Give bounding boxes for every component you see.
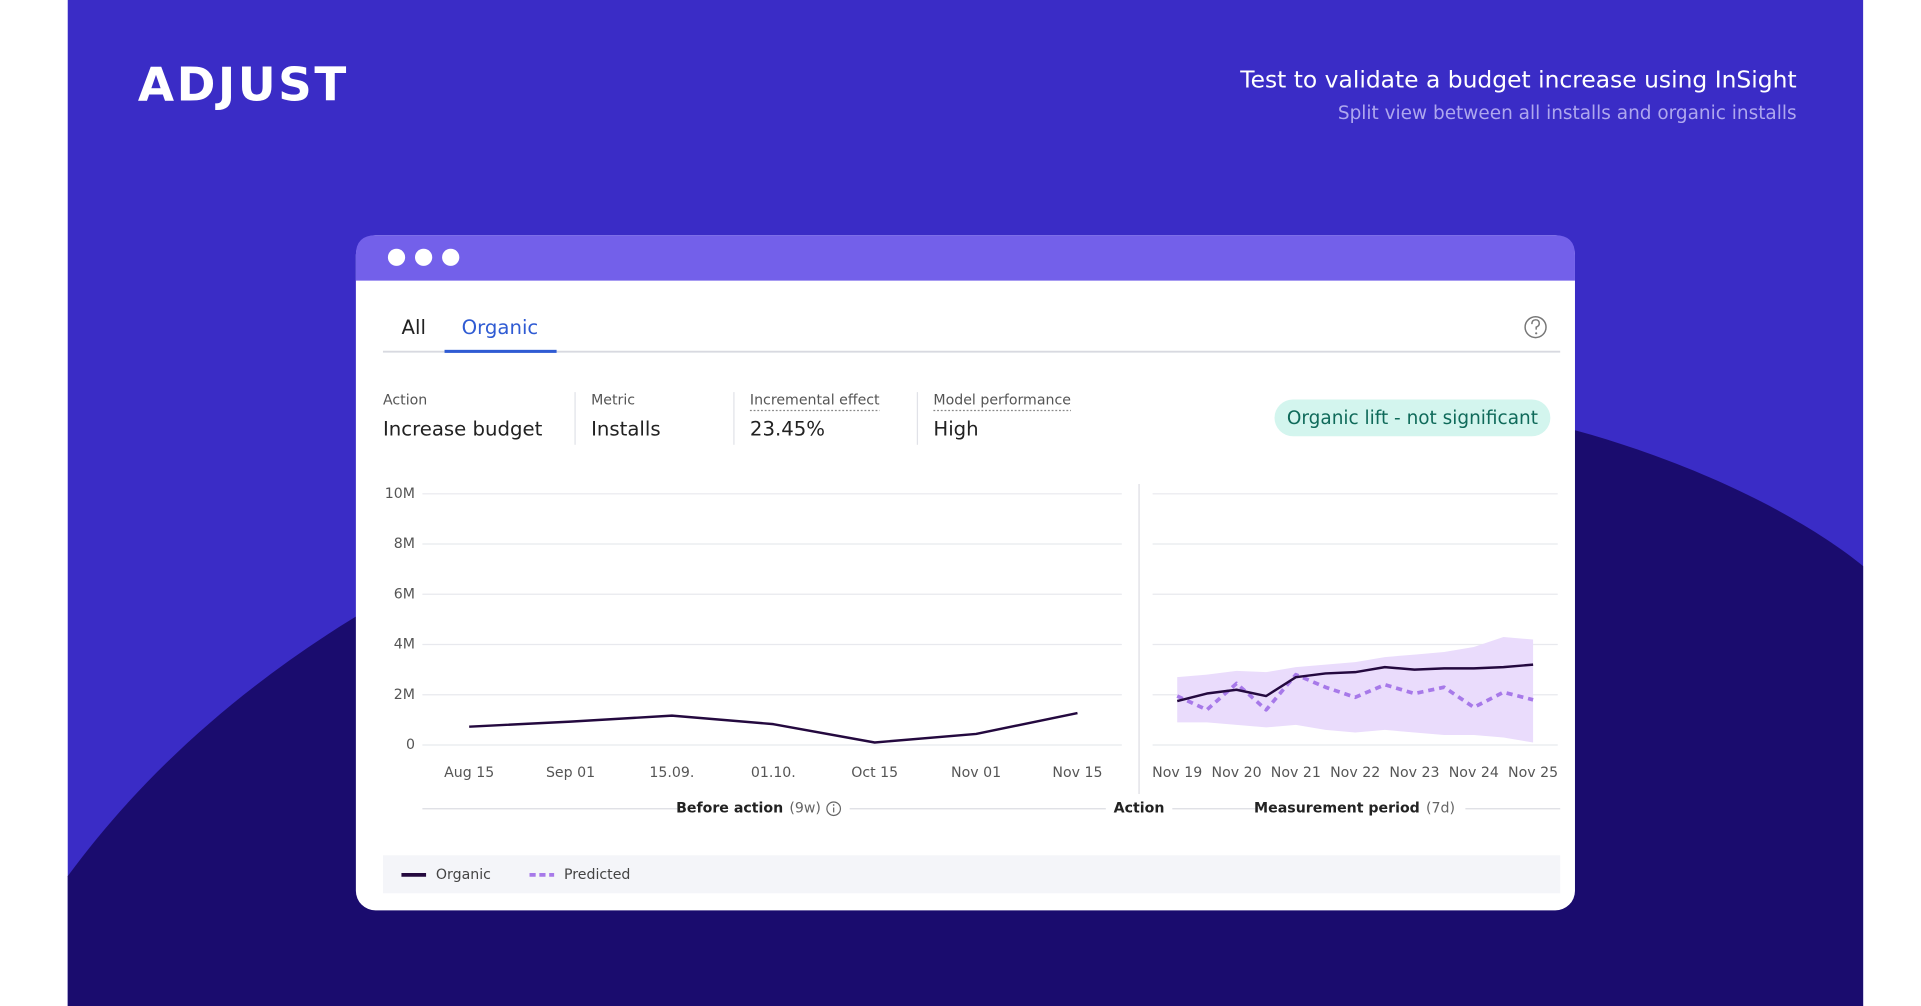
legend bbox=[382, 855, 1561, 894]
legend-label: Organic bbox=[436, 867, 491, 883]
x-tick-label: Oct 15 bbox=[851, 765, 898, 781]
tab[interactable]: All bbox=[402, 316, 426, 339]
x-tick-label: Aug 15 bbox=[444, 765, 494, 781]
series-line bbox=[1176, 672, 1534, 712]
x-tick-label: Nov 23 bbox=[1389, 765, 1439, 781]
series-line bbox=[1176, 663, 1534, 703]
section-note: (7d) bbox=[1426, 801, 1455, 817]
prediction-band bbox=[1177, 636, 1534, 743]
tab-underline bbox=[444, 349, 557, 353]
info-icon[interactable] bbox=[826, 801, 842, 817]
logo: ADJUST bbox=[138, 59, 349, 113]
x-tick-label: 01.10. bbox=[751, 765, 796, 781]
stat-value: High bbox=[933, 418, 978, 441]
stat-label: Incremental effect bbox=[750, 393, 880, 409]
stat-value: Increase budget bbox=[383, 418, 543, 441]
y-tick-label: 0 bbox=[406, 737, 415, 753]
window: Organic lift - not significant Before ac… bbox=[355, 235, 1575, 911]
stat-label: Model performance bbox=[933, 393, 1071, 409]
window-dot bbox=[442, 248, 460, 266]
x-tick-label: Nov 20 bbox=[1211, 765, 1261, 781]
window-dot bbox=[387, 248, 406, 266]
y-tick-label: 10M bbox=[385, 486, 415, 502]
badge-text: Organic lift - not significant bbox=[1287, 408, 1538, 429]
section-note: (9w) bbox=[789, 801, 821, 817]
x-tick-label: Sep 01 bbox=[546, 765, 595, 781]
y-tick-label: 8M bbox=[394, 536, 415, 552]
x-tick-label: 15.09. bbox=[649, 765, 694, 781]
window-bar bbox=[355, 235, 1575, 281]
stat-label: Metric bbox=[591, 393, 635, 409]
x-tick-label: Nov 24 bbox=[1449, 765, 1499, 781]
stat-value: 23.45% bbox=[750, 418, 825, 441]
help-icon[interactable] bbox=[1524, 316, 1547, 339]
window-body bbox=[355, 235, 1575, 911]
x-tick-label: Nov 25 bbox=[1508, 765, 1558, 781]
y-tick-label: 6M bbox=[394, 586, 415, 602]
legend-label: Predicted bbox=[564, 867, 630, 883]
badge bbox=[1274, 399, 1551, 437]
x-tick-label: Nov 19 bbox=[1152, 765, 1202, 781]
x-tick-label: Nov 01 bbox=[951, 765, 1001, 781]
y-tick-label: 4M bbox=[394, 637, 415, 653]
section-label: Measurement period bbox=[1254, 801, 1420, 817]
window-dot bbox=[414, 248, 433, 266]
title: Test to validate a budget increase using… bbox=[1239, 65, 1796, 93]
y-tick-label: 2M bbox=[394, 687, 415, 703]
section-label: Action bbox=[1114, 801, 1165, 817]
x-tick-label: Nov 21 bbox=[1271, 765, 1321, 781]
series-line bbox=[469, 711, 1078, 744]
subtitle: Split view between all installs and orga… bbox=[1338, 103, 1797, 124]
x-tick-label: Nov 22 bbox=[1330, 765, 1380, 781]
section-label: Before action bbox=[676, 801, 783, 817]
stat-value: Installs bbox=[591, 418, 661, 441]
section-labels: Before action (9w) Action Measurement pe… bbox=[422, 801, 1561, 817]
x-tick-label: Nov 15 bbox=[1052, 765, 1102, 781]
stat-label: Action bbox=[383, 393, 427, 409]
tab[interactable]: Organic bbox=[462, 316, 539, 339]
